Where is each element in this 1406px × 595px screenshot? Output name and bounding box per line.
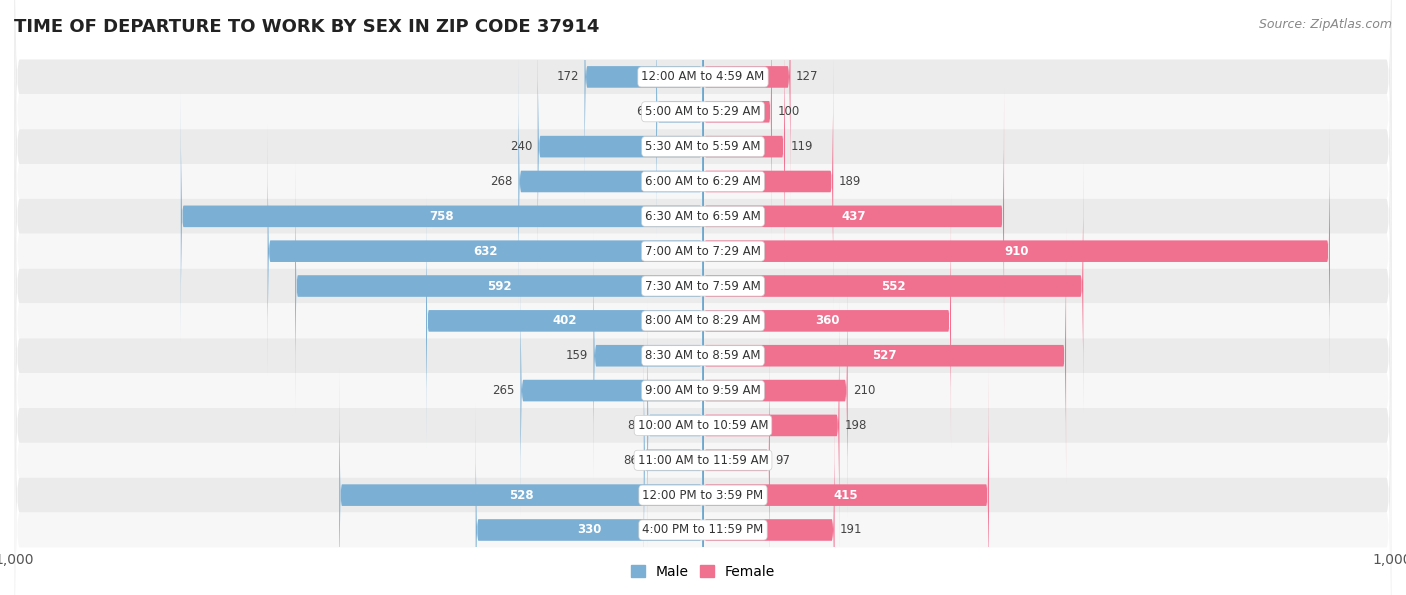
Text: 210: 210 bbox=[853, 384, 876, 397]
Text: 159: 159 bbox=[565, 349, 588, 362]
Text: 910: 910 bbox=[1004, 245, 1029, 258]
Text: 528: 528 bbox=[509, 488, 533, 502]
FancyBboxPatch shape bbox=[14, 164, 1392, 595]
FancyBboxPatch shape bbox=[644, 331, 703, 589]
FancyBboxPatch shape bbox=[14, 0, 1392, 478]
Text: 10:00 AM to 10:59 AM: 10:00 AM to 10:59 AM bbox=[638, 419, 768, 432]
FancyBboxPatch shape bbox=[703, 297, 839, 554]
Text: 8:00 AM to 8:29 AM: 8:00 AM to 8:29 AM bbox=[645, 314, 761, 327]
FancyBboxPatch shape bbox=[426, 192, 703, 449]
FancyBboxPatch shape bbox=[339, 367, 703, 595]
Text: 68: 68 bbox=[636, 105, 651, 118]
FancyBboxPatch shape bbox=[703, 0, 790, 205]
Text: 437: 437 bbox=[841, 210, 866, 223]
Text: TIME OF DEPARTURE TO WORK BY SEX IN ZIP CODE 37914: TIME OF DEPARTURE TO WORK BY SEX IN ZIP … bbox=[14, 18, 599, 36]
FancyBboxPatch shape bbox=[14, 199, 1392, 595]
FancyBboxPatch shape bbox=[14, 0, 1392, 373]
Text: 97: 97 bbox=[775, 454, 790, 466]
FancyBboxPatch shape bbox=[14, 0, 1392, 443]
FancyBboxPatch shape bbox=[14, 234, 1392, 595]
Text: 172: 172 bbox=[557, 70, 579, 83]
Text: 240: 240 bbox=[510, 140, 531, 153]
FancyBboxPatch shape bbox=[703, 158, 1083, 415]
Text: 4:00 PM to 11:59 PM: 4:00 PM to 11:59 PM bbox=[643, 524, 763, 537]
Text: 189: 189 bbox=[839, 175, 860, 188]
FancyBboxPatch shape bbox=[703, 53, 834, 310]
Text: 119: 119 bbox=[790, 140, 813, 153]
FancyBboxPatch shape bbox=[593, 227, 703, 484]
FancyBboxPatch shape bbox=[14, 0, 1392, 408]
Text: 12:00 AM to 4:59 AM: 12:00 AM to 4:59 AM bbox=[641, 70, 765, 83]
FancyBboxPatch shape bbox=[14, 0, 1392, 339]
FancyBboxPatch shape bbox=[14, 95, 1392, 595]
Text: 100: 100 bbox=[778, 105, 800, 118]
Text: 592: 592 bbox=[486, 280, 512, 293]
Text: 632: 632 bbox=[472, 245, 498, 258]
FancyBboxPatch shape bbox=[647, 297, 703, 554]
Text: 6:30 AM to 6:59 AM: 6:30 AM to 6:59 AM bbox=[645, 210, 761, 223]
FancyBboxPatch shape bbox=[520, 262, 703, 519]
Text: 7:00 AM to 7:29 AM: 7:00 AM to 7:29 AM bbox=[645, 245, 761, 258]
Text: 6:00 AM to 6:29 AM: 6:00 AM to 6:29 AM bbox=[645, 175, 761, 188]
FancyBboxPatch shape bbox=[703, 227, 1066, 484]
Text: 12:00 PM to 3:59 PM: 12:00 PM to 3:59 PM bbox=[643, 488, 763, 502]
FancyBboxPatch shape bbox=[657, 0, 703, 240]
Text: 330: 330 bbox=[576, 524, 602, 537]
FancyBboxPatch shape bbox=[703, 87, 1004, 345]
Text: 265: 265 bbox=[492, 384, 515, 397]
Text: 198: 198 bbox=[845, 419, 868, 432]
Text: 191: 191 bbox=[841, 524, 863, 537]
Text: 758: 758 bbox=[430, 210, 454, 223]
FancyBboxPatch shape bbox=[14, 24, 1392, 547]
FancyBboxPatch shape bbox=[14, 60, 1392, 583]
Text: 402: 402 bbox=[553, 314, 576, 327]
Text: 86: 86 bbox=[623, 454, 638, 466]
FancyBboxPatch shape bbox=[537, 18, 703, 275]
FancyBboxPatch shape bbox=[14, 0, 1392, 512]
FancyBboxPatch shape bbox=[14, 268, 1392, 595]
FancyBboxPatch shape bbox=[14, 129, 1392, 595]
FancyBboxPatch shape bbox=[295, 158, 703, 415]
Text: 268: 268 bbox=[491, 175, 513, 188]
Text: 9:00 AM to 9:59 AM: 9:00 AM to 9:59 AM bbox=[645, 384, 761, 397]
Text: 360: 360 bbox=[814, 314, 839, 327]
FancyBboxPatch shape bbox=[703, 192, 950, 449]
FancyBboxPatch shape bbox=[703, 402, 835, 595]
FancyBboxPatch shape bbox=[267, 123, 703, 380]
FancyBboxPatch shape bbox=[703, 123, 1330, 380]
Text: Source: ZipAtlas.com: Source: ZipAtlas.com bbox=[1258, 18, 1392, 31]
FancyBboxPatch shape bbox=[585, 0, 703, 205]
FancyBboxPatch shape bbox=[703, 262, 848, 519]
Text: 552: 552 bbox=[880, 280, 905, 293]
FancyBboxPatch shape bbox=[703, 0, 772, 240]
FancyBboxPatch shape bbox=[703, 331, 770, 589]
Legend: Male, Female: Male, Female bbox=[626, 559, 780, 584]
Text: 7:30 AM to 7:59 AM: 7:30 AM to 7:59 AM bbox=[645, 280, 761, 293]
Text: 11:00 AM to 11:59 AM: 11:00 AM to 11:59 AM bbox=[638, 454, 768, 466]
Text: 81: 81 bbox=[627, 419, 641, 432]
Text: 5:30 AM to 5:59 AM: 5:30 AM to 5:59 AM bbox=[645, 140, 761, 153]
FancyBboxPatch shape bbox=[475, 402, 703, 595]
Text: 415: 415 bbox=[834, 488, 858, 502]
FancyBboxPatch shape bbox=[181, 87, 703, 345]
FancyBboxPatch shape bbox=[703, 367, 988, 595]
Text: 527: 527 bbox=[872, 349, 897, 362]
Text: 5:00 AM to 5:29 AM: 5:00 AM to 5:29 AM bbox=[645, 105, 761, 118]
Text: 8:30 AM to 8:59 AM: 8:30 AM to 8:59 AM bbox=[645, 349, 761, 362]
FancyBboxPatch shape bbox=[519, 53, 703, 310]
FancyBboxPatch shape bbox=[703, 18, 785, 275]
Text: 127: 127 bbox=[796, 70, 818, 83]
